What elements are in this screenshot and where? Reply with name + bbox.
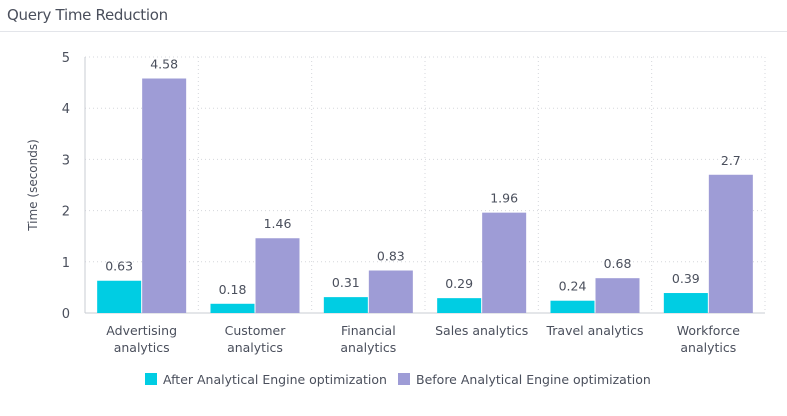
- data-label: 1.46: [264, 216, 292, 231]
- data-label: 0.31: [332, 275, 360, 290]
- bar-after: [323, 297, 368, 313]
- x-tick-label: Travel analytics: [545, 323, 643, 338]
- x-tick-label: analytics: [227, 340, 283, 355]
- bar-before: [595, 278, 640, 313]
- header-divider: [0, 31, 787, 32]
- bar-before: [482, 212, 527, 313]
- legend-swatch: [398, 373, 410, 385]
- bar-before: [255, 238, 300, 313]
- x-tick-label: analytics: [114, 340, 170, 355]
- y-tick-label: 3: [62, 153, 70, 168]
- data-label: 0.63: [105, 259, 133, 274]
- bar-after: [550, 300, 595, 313]
- chart-title: Query Time Reduction: [7, 6, 168, 24]
- bar-before: [708, 174, 753, 313]
- x-tick-label: Advertising: [106, 323, 177, 338]
- y-tick-label: 2: [62, 205, 70, 220]
- x-tick-label: Customer: [225, 323, 287, 338]
- y-axis-title: Time (seconds): [26, 139, 40, 232]
- data-label: 0.68: [604, 256, 632, 271]
- data-label: 4.58: [150, 57, 178, 72]
- data-label: 0.39: [672, 271, 700, 286]
- bar-after: [210, 303, 255, 313]
- y-tick-label: 0: [62, 307, 70, 322]
- legend-label: Before Analytical Engine optimization: [416, 372, 651, 387]
- data-label: 0.18: [219, 282, 247, 297]
- bar-before: [368, 270, 413, 313]
- x-tick-label: Workforce: [677, 323, 740, 338]
- x-tick-label: analytics: [680, 340, 736, 355]
- legend-label: After Analytical Engine optimization: [163, 372, 387, 387]
- x-tick-label: analytics: [340, 340, 396, 355]
- bar-before: [142, 78, 187, 313]
- y-tick-label: 4: [62, 102, 70, 117]
- data-label: 2.7: [721, 153, 741, 168]
- legend-swatch: [145, 373, 157, 385]
- x-tick-label: Sales analytics: [435, 323, 528, 338]
- data-label: 0.24: [559, 279, 587, 294]
- x-tick-label: Financial: [341, 323, 396, 338]
- bar-after: [663, 293, 708, 313]
- bar-after: [97, 280, 142, 313]
- y-tick-label: 5: [62, 51, 70, 66]
- y-tick-label: 1: [62, 256, 70, 271]
- data-label: 0.83: [377, 249, 405, 264]
- bar-after: [437, 298, 482, 313]
- data-label: 1.96: [490, 191, 518, 206]
- data-label: 0.29: [445, 276, 473, 291]
